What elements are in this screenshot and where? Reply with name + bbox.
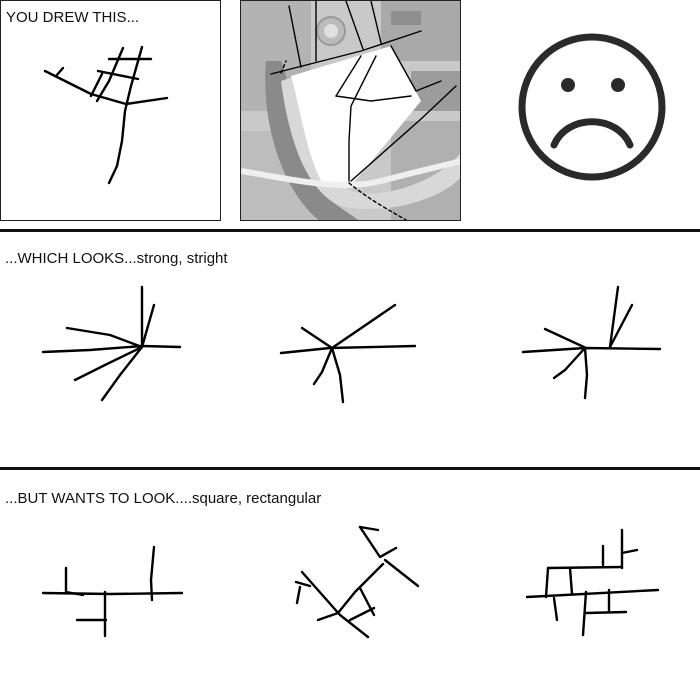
section-divider-1 [0, 229, 700, 232]
square-sketch-3 [525, 528, 660, 637]
section-divider-2 [0, 467, 700, 470]
top-caption: YOU DREW THIS... [6, 9, 140, 26]
bottom-caption: ...BUT WANTS TO LOOK....square, rectangu… [5, 490, 322, 507]
strong-sketch-1 [41, 285, 182, 402]
user-sketch [43, 45, 169, 185]
square-sketch-1 [41, 545, 184, 638]
aerial-map-image [241, 1, 460, 220]
strong-sketch-2 [279, 303, 417, 404]
sad-face-icon [518, 33, 666, 181]
strong-sketch-3 [521, 285, 662, 400]
square-sketch-2 [294, 525, 420, 639]
drawing-panel: YOU DREW THIS... [0, 0, 221, 221]
middle-caption: ...WHICH LOOKS...strong, stright [5, 250, 228, 267]
map-panel [240, 0, 461, 221]
